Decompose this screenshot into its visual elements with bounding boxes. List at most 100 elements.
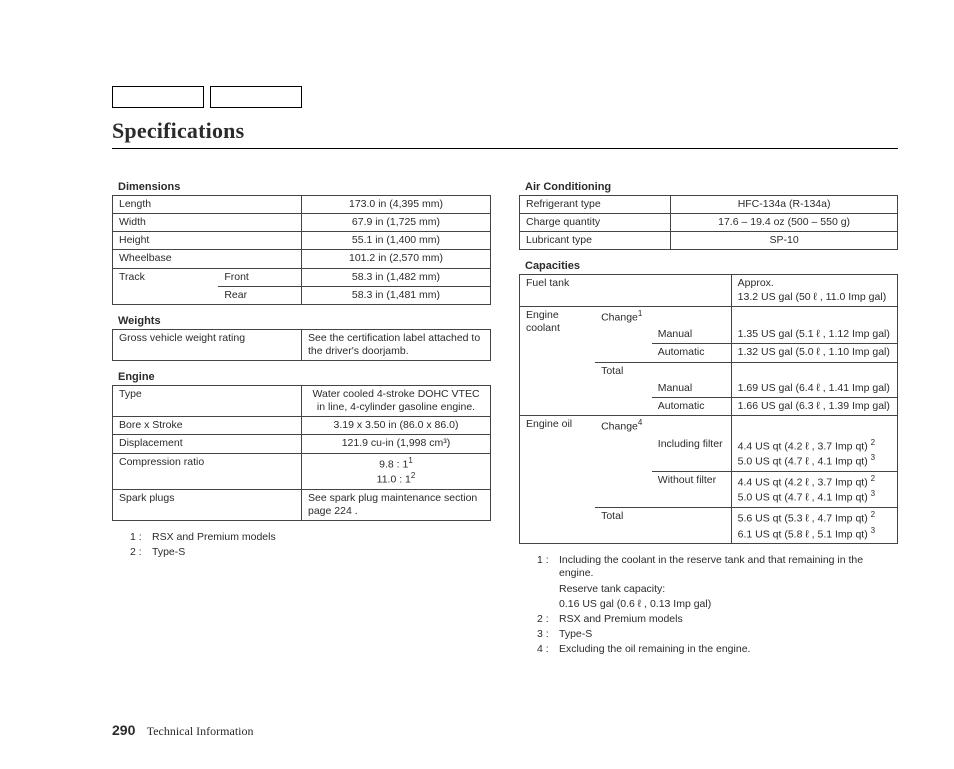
left-footnotes: 1 : RSX and Premium models 2 : Type-S xyxy=(112,531,491,559)
cell-value xyxy=(731,306,897,326)
cell-sub xyxy=(218,196,301,214)
page: Specifications Dimensions Length 173.0 i… xyxy=(0,0,954,769)
cell-value: 58.3 in (1,482 mm) xyxy=(301,268,490,286)
footnote-text: Reserve tank capacity: xyxy=(559,583,665,596)
footnote-num: 4 : xyxy=(537,643,555,656)
cell-value: 121.9 cu-in (1,998 cm³) xyxy=(302,435,491,453)
cell-sub1 xyxy=(595,380,652,398)
table-row: Compression ratio 9.8 : 11 11.0 : 12 xyxy=(113,453,491,489)
footnote-text: RSX and Premium models xyxy=(559,613,683,626)
cell-sub2: Automatic xyxy=(652,344,731,362)
cell-label: Charge quantity xyxy=(520,214,671,232)
cell-label: Displacement xyxy=(113,435,302,453)
page-footer: 290 Technical Information xyxy=(112,722,898,739)
cell-label: Width xyxy=(113,214,219,232)
weights-table: Gross vehicle weight rating See the cert… xyxy=(112,329,491,361)
table-row: Length 173.0 in (4,395 mm) xyxy=(113,196,491,214)
cell-label: Lubricant type xyxy=(520,232,671,250)
cell-value: See the certification label attached to … xyxy=(302,329,491,360)
cell-sub2: Manual xyxy=(652,326,731,344)
cell-sub1: Change4 xyxy=(595,415,652,435)
cell-sub2 xyxy=(652,508,731,544)
footnote: 1 : RSX and Premium models xyxy=(130,531,491,544)
footnote-num: 1 : xyxy=(130,531,148,544)
footnote-text: 0.16 US gal (0.6 ℓ , 0.13 Imp gal) xyxy=(559,598,711,611)
cell-label: Length xyxy=(113,196,219,214)
cell-value: 58.3 in (1,481 mm) xyxy=(301,286,490,304)
weights-heading: Weights xyxy=(118,315,491,327)
cell-value: 1.69 US gal (6.4 ℓ , 1.41 Imp gal) xyxy=(731,380,897,398)
table-row: Gross vehicle weight rating See the cert… xyxy=(113,329,491,360)
cell-value: 1.32 US gal (5.0 ℓ , 1.10 Imp gal) xyxy=(731,344,897,362)
engine-heading: Engine xyxy=(118,371,491,383)
footer-section: Technical Information xyxy=(147,724,254,738)
footnote-num: 3 : xyxy=(537,628,555,641)
footnote-text: Including the coolant in the reserve tan… xyxy=(559,554,898,580)
dimensions-table: Length 173.0 in (4,395 mm) Width 67.9 in… xyxy=(112,195,491,305)
table-row: Engine coolant Change1 xyxy=(520,306,898,326)
footnote-num: 1 : xyxy=(537,554,555,580)
cell-label xyxy=(113,286,219,304)
cell-sub2: Manual xyxy=(652,380,731,398)
cell-value: Water cooled 4-stroke DOHC VTEC in line,… xyxy=(302,386,491,417)
table-row: Wheelbase 101.2 in (2,570 mm) xyxy=(113,250,491,268)
cell-value xyxy=(731,362,897,380)
table-row: Fuel tank Approx. 13.2 US gal (50 ℓ , 11… xyxy=(520,275,898,306)
sup-note: 1 xyxy=(408,456,412,465)
table-row: Refrigerant type HFC-134a (R-134a) xyxy=(520,196,898,214)
footnote: 2 : Type-S xyxy=(130,546,491,559)
comp-value-1: 9.8 : 1 xyxy=(379,458,408,470)
footnote: 1 : Including the coolant in the reserve… xyxy=(537,554,898,580)
cell-value: 3.19 x 3.50 in (86.0 x 86.0) xyxy=(302,417,491,435)
footnote-num: 2 : xyxy=(130,546,148,559)
right-footnotes: 1 : Including the coolant in the reserve… xyxy=(519,554,898,656)
cell-value: 9.8 : 11 11.0 : 12 xyxy=(302,453,491,489)
cell-label: Compression ratio xyxy=(113,453,302,489)
cell-sub1 xyxy=(595,397,652,415)
blank-box-1 xyxy=(112,86,204,108)
table-row: Type Water cooled 4-stroke DOHC VTEC in … xyxy=(113,386,491,417)
comp-value-2: 11.0 : 1 xyxy=(377,474,411,486)
table-row: Engine oil Change4 xyxy=(520,415,898,435)
content-columns: Dimensions Length 173.0 in (4,395 mm) Wi… xyxy=(112,173,898,658)
cell-sub2: Without filter xyxy=(652,471,731,507)
dimensions-heading: Dimensions xyxy=(118,181,491,193)
cell-sub1 xyxy=(595,471,652,507)
footnote-num: 2 : xyxy=(537,613,555,626)
cell-sub1: Change1 xyxy=(595,306,652,326)
cell-value: SP-10 xyxy=(671,232,898,250)
capacities-heading: Capacities xyxy=(525,260,898,272)
cell-value: 1.35 US gal (5.1 ℓ , 1.12 Imp gal) xyxy=(731,326,897,344)
blank-box-2 xyxy=(210,86,302,108)
table-row: Height 55.1 in (1,400 mm) xyxy=(113,232,491,250)
cell-label: Engine coolant xyxy=(520,306,596,415)
cell-value: 4.4 US qt (4.2 ℓ , 3.7 Imp qt) 2 5.0 US … xyxy=(731,436,897,472)
cell-label: Type xyxy=(113,386,302,417)
footnote: 0.16 US gal (0.6 ℓ , 0.13 Imp gal) xyxy=(537,598,898,611)
cell-sub xyxy=(218,250,301,268)
engine-table: Type Water cooled 4-stroke DOHC VTEC in … xyxy=(112,385,491,521)
table-row: Charge quantity 17.6 – 19.4 oz (500 – 55… xyxy=(520,214,898,232)
table-row: Width 67.9 in (1,725 mm) xyxy=(113,214,491,232)
cell-value: 1.66 US gal (6.3 ℓ , 1.39 Imp gal) xyxy=(731,397,897,415)
cell-value: 17.6 – 19.4 oz (500 – 550 g) xyxy=(671,214,898,232)
table-row: Lubricant type SP-10 xyxy=(520,232,898,250)
table-row: Bore x Stroke 3.19 x 3.50 in (86.0 x 86.… xyxy=(113,417,491,435)
cell-label: Gross vehicle weight rating xyxy=(113,329,302,360)
cell-sub2: Including filter xyxy=(652,436,731,472)
cell-label: Height xyxy=(113,232,219,250)
cell-sub xyxy=(218,214,301,232)
cell-sub2 xyxy=(652,362,731,380)
table-row: Spark plugs See spark plug maintenance s… xyxy=(113,489,491,520)
cell-sub1 xyxy=(595,275,652,306)
right-column: Air Conditioning Refrigerant type HFC-13… xyxy=(519,173,898,658)
cell-sub: Rear xyxy=(218,286,301,304)
ac-table: Refrigerant type HFC-134a (R-134a) Charg… xyxy=(519,195,898,250)
cell-value: 4.4 US qt (4.2 ℓ , 3.7 Imp qt) 2 5.0 US … xyxy=(731,471,897,507)
cell-sub2 xyxy=(652,306,731,326)
footnote-text: RSX and Premium models xyxy=(152,531,276,544)
fuel-val2: 13.2 US gal (50 ℓ , 11.0 Imp gal) xyxy=(738,291,887,303)
cell-value: Approx. 13.2 US gal (50 ℓ , 11.0 Imp gal… xyxy=(731,275,897,306)
cell-sub1 xyxy=(595,326,652,344)
cell-value xyxy=(731,415,897,435)
